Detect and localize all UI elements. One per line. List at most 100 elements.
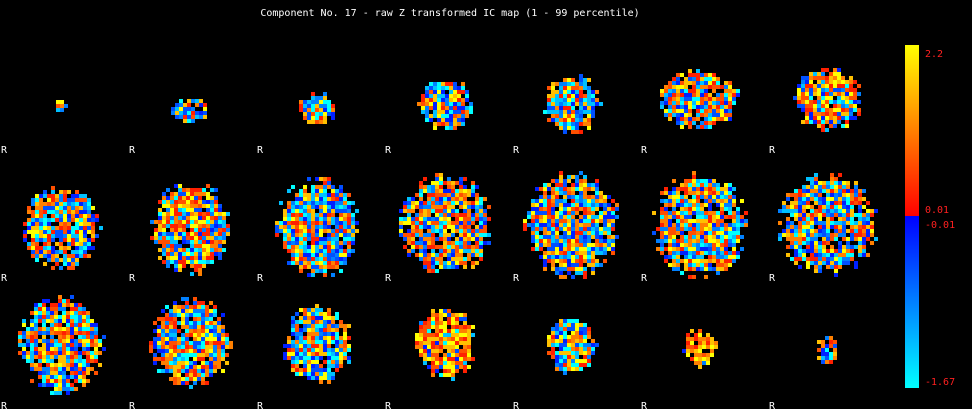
voxel xyxy=(806,265,810,269)
voxel xyxy=(63,206,67,210)
voxel xyxy=(210,220,214,224)
voxel xyxy=(479,257,483,261)
voxel xyxy=(696,93,700,97)
voxel xyxy=(447,337,451,341)
voxel xyxy=(78,355,82,359)
voxel xyxy=(712,113,716,117)
voxel xyxy=(818,261,822,265)
voxel xyxy=(179,103,183,107)
voxel xyxy=(178,196,182,200)
voxel xyxy=(39,226,43,230)
voxel xyxy=(66,379,70,383)
voxel xyxy=(567,327,571,331)
voxel xyxy=(664,207,668,211)
voxel xyxy=(451,321,455,325)
voxel xyxy=(46,363,50,367)
voxel xyxy=(423,201,427,205)
voxel xyxy=(563,223,567,227)
voxel xyxy=(814,229,818,233)
voxel xyxy=(825,120,829,124)
voxel xyxy=(672,113,676,117)
voxel xyxy=(555,255,559,259)
voxel xyxy=(58,315,62,319)
voxel xyxy=(195,111,199,115)
voxel xyxy=(567,319,571,323)
voxel xyxy=(291,320,295,324)
voxel xyxy=(38,331,42,335)
voxel xyxy=(66,387,70,391)
voxel xyxy=(331,360,335,364)
voxel xyxy=(50,375,54,379)
voxel xyxy=(821,348,825,352)
voxel xyxy=(571,327,575,331)
voxel xyxy=(66,391,70,395)
voxel xyxy=(327,316,331,320)
voxel xyxy=(403,205,407,209)
voxel xyxy=(30,319,34,323)
voxel xyxy=(307,332,311,336)
voxel xyxy=(817,80,821,84)
voxel xyxy=(830,209,834,213)
voxel xyxy=(833,112,837,116)
voxel xyxy=(708,97,712,101)
voxel xyxy=(668,101,672,105)
voxel xyxy=(201,345,205,349)
voxel xyxy=(821,360,825,364)
voxel xyxy=(431,229,435,233)
voxel xyxy=(439,333,443,337)
voxel xyxy=(343,332,347,336)
voxel xyxy=(343,257,347,261)
voxel xyxy=(214,220,218,224)
voxel xyxy=(165,349,169,353)
voxel xyxy=(169,361,173,365)
voxel xyxy=(427,257,431,261)
voxel xyxy=(339,340,343,344)
voxel xyxy=(295,209,299,213)
voxel xyxy=(704,191,708,195)
voxel xyxy=(455,209,459,213)
voxel xyxy=(822,181,826,185)
voxel xyxy=(794,257,798,261)
voxel xyxy=(487,205,491,209)
voxel xyxy=(559,110,563,114)
voxel xyxy=(583,343,587,347)
voxel xyxy=(786,253,790,257)
voxel xyxy=(59,250,63,254)
voxel xyxy=(798,189,802,193)
voxel xyxy=(728,113,732,117)
voxel xyxy=(680,113,684,117)
voxel xyxy=(86,343,90,347)
voxel xyxy=(311,116,315,120)
voxel xyxy=(217,345,221,349)
voxel xyxy=(684,77,688,81)
voxel xyxy=(672,215,676,219)
voxel xyxy=(857,84,861,88)
voxel xyxy=(315,197,319,201)
voxel xyxy=(78,303,82,307)
voxel xyxy=(579,255,583,259)
voxel xyxy=(431,197,435,201)
voxel xyxy=(688,243,692,247)
voxel xyxy=(579,118,583,122)
voxel xyxy=(563,339,567,343)
voxel xyxy=(51,194,55,198)
voxel xyxy=(165,321,169,325)
voxel xyxy=(439,173,443,177)
voxel xyxy=(303,344,307,348)
voxel xyxy=(846,209,850,213)
voxel xyxy=(806,261,810,265)
voxel xyxy=(567,98,571,102)
voxel xyxy=(680,109,684,113)
voxel xyxy=(162,244,166,248)
voxel xyxy=(680,97,684,101)
voxel xyxy=(543,215,547,219)
voxel xyxy=(833,340,837,344)
voxel xyxy=(315,364,319,368)
voxel xyxy=(700,227,704,231)
voxel xyxy=(82,363,86,367)
voxel xyxy=(38,311,42,315)
voxel xyxy=(74,343,78,347)
voxel xyxy=(551,339,555,343)
voxel xyxy=(435,237,439,241)
voxel xyxy=(660,215,664,219)
